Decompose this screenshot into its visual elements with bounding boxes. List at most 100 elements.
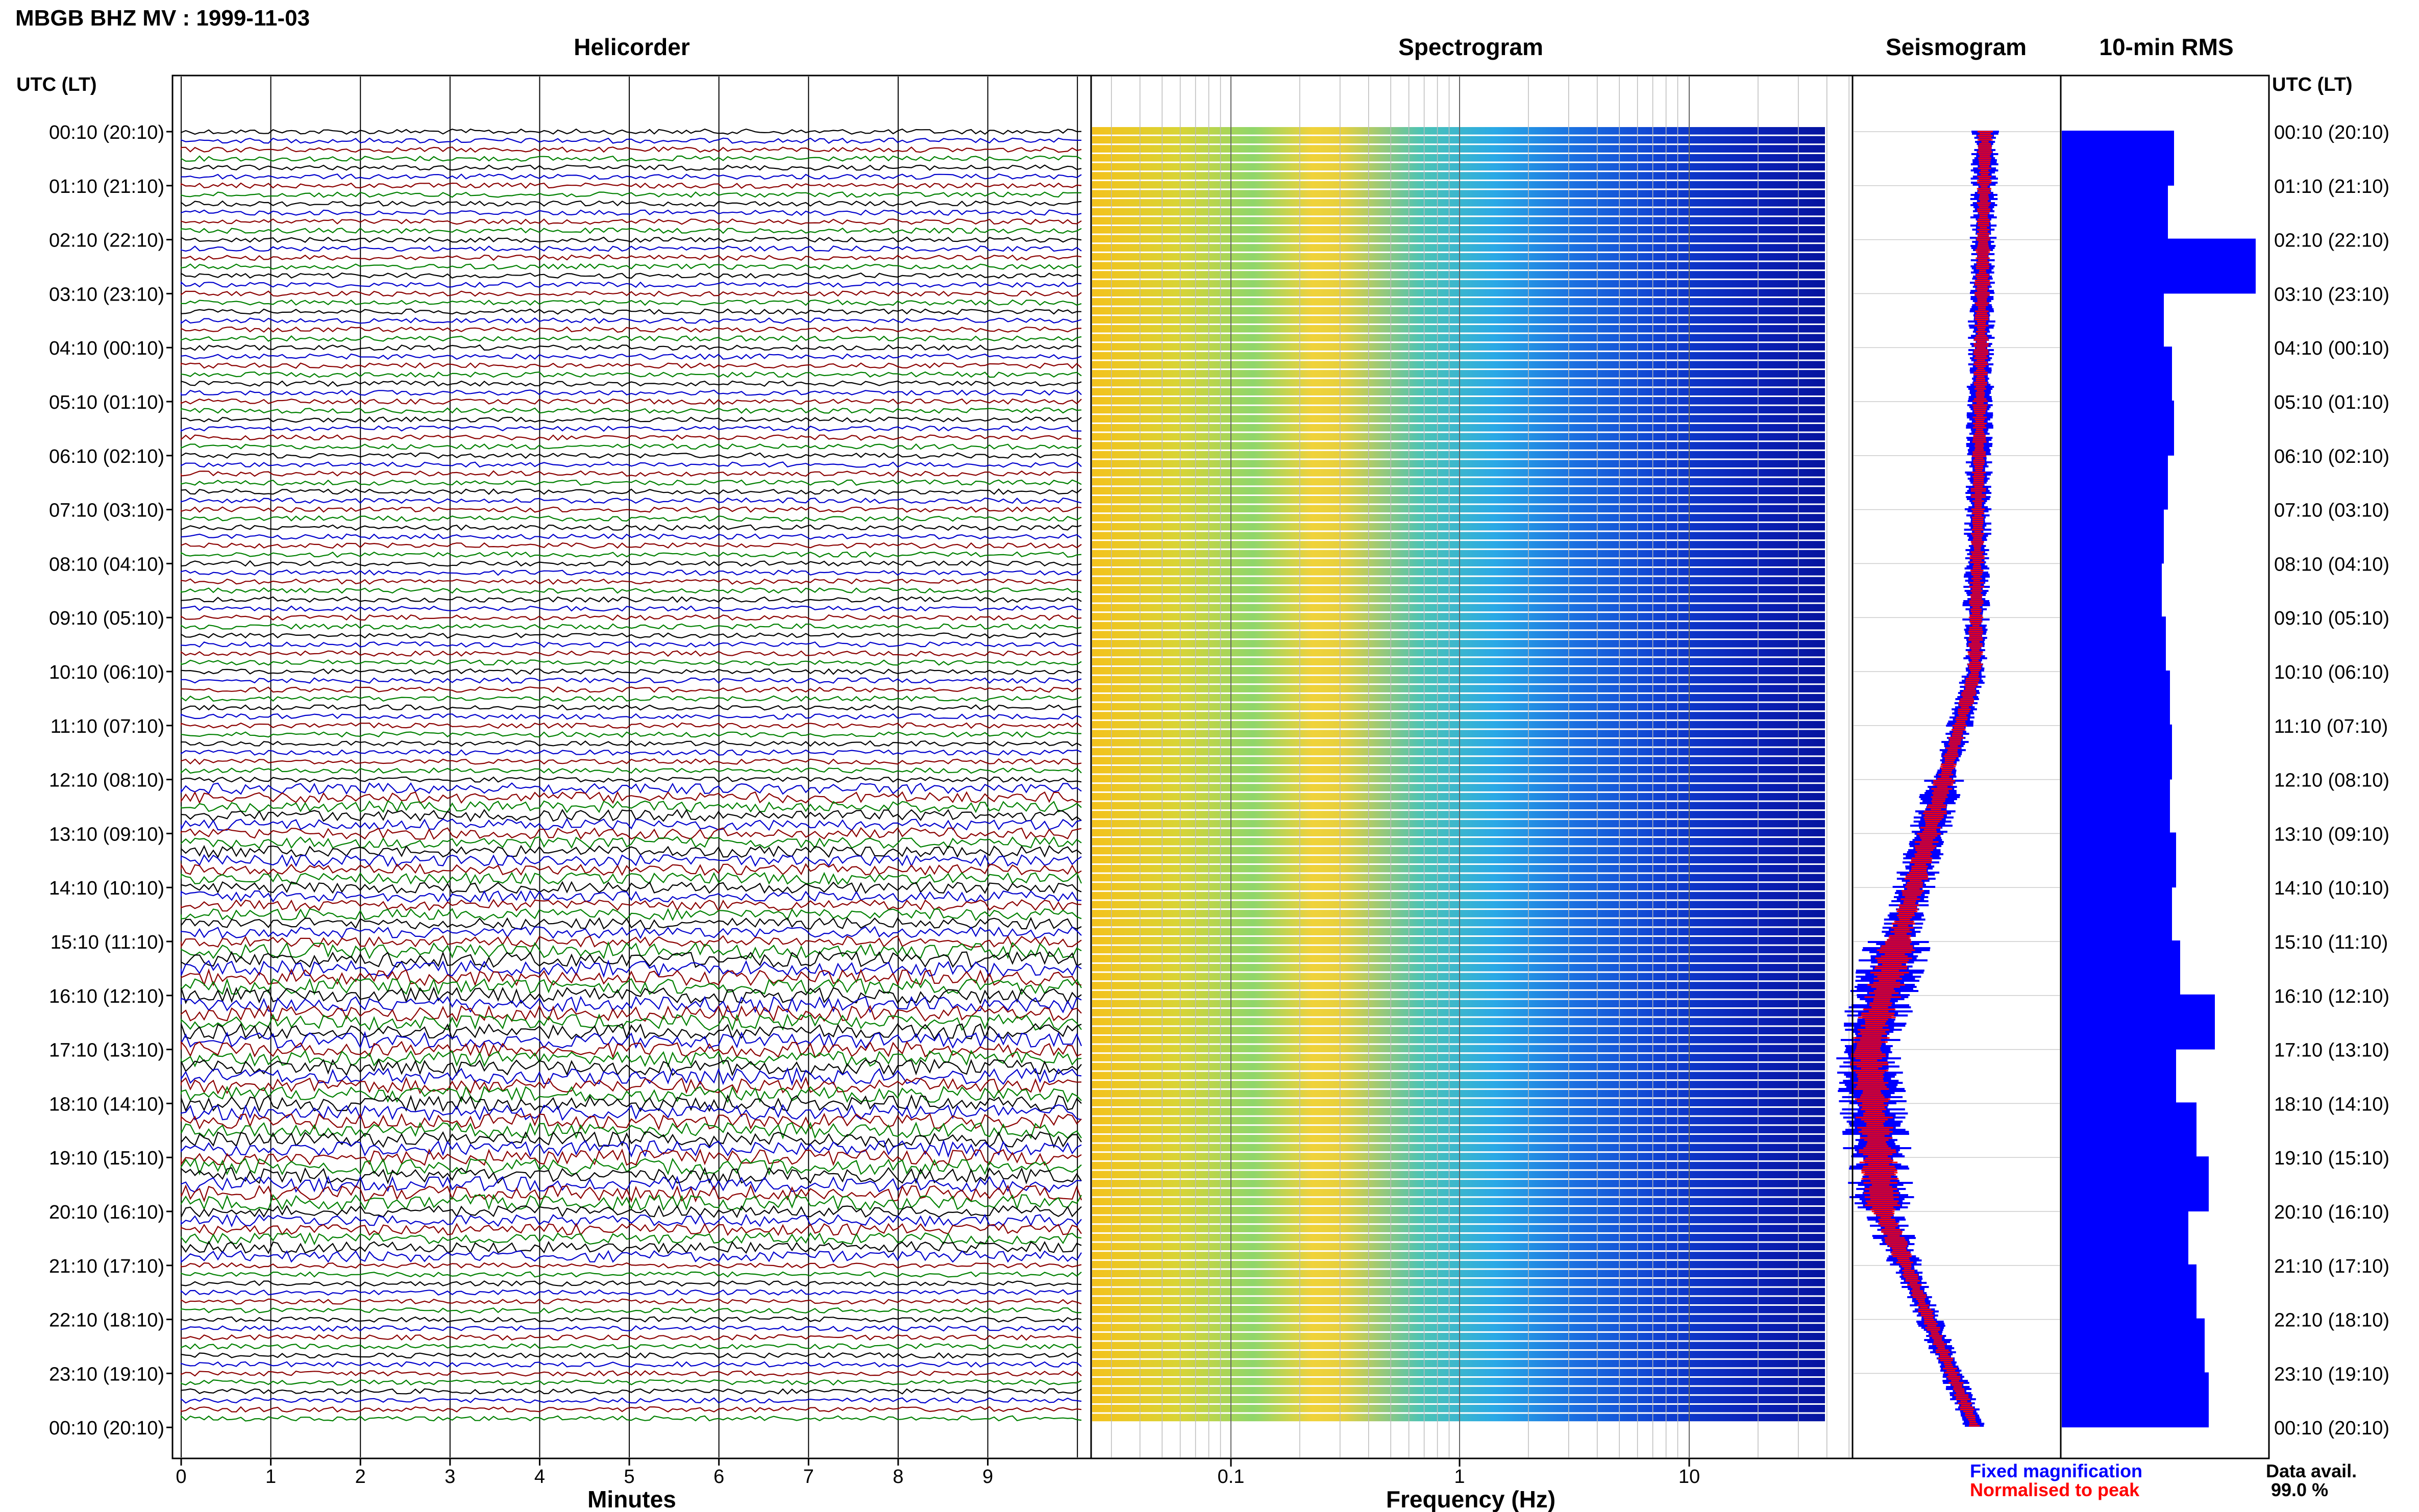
time-label-left: 07:10 (03:10) — [49, 500, 164, 522]
data-availability-label: Data avail. — [2266, 1460, 2357, 1481]
spectrogram-strip — [1092, 1009, 1825, 1017]
helicorder-trace — [180, 317, 1082, 325]
spectrogram-strip — [1092, 1126, 1825, 1133]
spectrogram-strip — [1092, 541, 1825, 549]
spectrogram-strip — [1092, 928, 1825, 935]
spectrogram-strip — [1092, 1315, 1825, 1323]
rms-bar — [2062, 1210, 2188, 1266]
time-label-left: 02:10 (22:10) — [49, 230, 164, 252]
helicorder-trace — [180, 1031, 1082, 1049]
rms-bar — [2062, 886, 2172, 941]
helicorder-trace — [180, 1388, 1082, 1395]
time-label-left: 01:10 (21:10) — [49, 176, 164, 197]
helicorder-trace — [180, 1205, 1082, 1219]
spectrogram-strip — [1092, 1018, 1825, 1026]
rms-bar — [2062, 184, 2168, 240]
freq-tick-label: 10 — [1679, 1466, 1700, 1488]
helicorder-trace — [180, 1040, 1082, 1059]
spectrogram-strip — [1092, 505, 1825, 513]
spectrogram-strip — [1092, 361, 1825, 369]
spectrogram-strip — [1092, 1207, 1825, 1214]
helicorder-trace — [180, 978, 1082, 996]
spectrogram-strip — [1092, 1378, 1825, 1385]
spectrogram-strip — [1092, 154, 1825, 162]
helicorder-trace — [180, 632, 1082, 639]
spectrogram-strip — [1092, 891, 1825, 900]
spectrogram-strip — [1092, 649, 1825, 657]
helicorder-trace — [180, 1361, 1082, 1368]
helicorder-trace — [180, 1397, 1082, 1404]
minute-tick-label: 3 — [445, 1466, 455, 1488]
spectrogram-strip — [1092, 199, 1825, 207]
spectrogram-strip — [1092, 1279, 1825, 1286]
spectrogram-strip — [1092, 1386, 1825, 1395]
helicorder-trace — [180, 959, 1082, 978]
freq-tick-label: 1 — [1454, 1466, 1465, 1488]
helicorder-trace — [180, 1352, 1082, 1359]
helicorder-trace — [180, 191, 1082, 198]
helicorder-trace — [180, 596, 1082, 603]
spectrogram-strip — [1092, 757, 1825, 764]
rms-title: 10-min RMS — [2099, 34, 2233, 60]
helicorder-trace — [180, 782, 1082, 795]
spectrogram-strip — [1092, 1198, 1825, 1205]
spectrogram-strip — [1092, 1359, 1825, 1368]
helicorder-trace — [180, 344, 1082, 351]
minute-tick-label: 0 — [176, 1466, 186, 1488]
helicorder-trace — [180, 173, 1082, 180]
helicorder-trace — [180, 791, 1082, 804]
helicorder-trace — [180, 872, 1082, 885]
time-label-left: 00:10 (20:10) — [49, 122, 164, 143]
spectrogram-strip — [1092, 963, 1825, 972]
time-label-right: 00:10 (20:10) — [2274, 122, 2389, 143]
rms-bar — [2062, 292, 2164, 348]
spectrogram-strip — [1092, 334, 1825, 342]
spectrogram-strip — [1092, 514, 1825, 522]
spectrogram-strip — [1092, 226, 1825, 234]
helicorder-trace — [180, 569, 1082, 576]
helicorder-trace — [180, 704, 1082, 711]
helicorder-trace — [180, 800, 1082, 813]
helicorder-trace — [180, 731, 1081, 738]
time-label-left: 13:10 (09:10) — [49, 824, 164, 845]
helicorder-trace — [180, 758, 1082, 765]
spectrogram-strip — [1092, 847, 1825, 855]
minute-tick-label: 4 — [534, 1466, 545, 1488]
spectrogram-strip — [1092, 487, 1825, 494]
spectrogram-strip — [1092, 280, 1825, 288]
spectrogram-strip — [1092, 1216, 1825, 1224]
rms-bar — [2062, 940, 2180, 996]
spectrogram-strip — [1092, 1342, 1825, 1350]
helicorder-trace — [180, 182, 1082, 189]
helicorder-trace — [180, 767, 1082, 774]
rms-bar — [2062, 724, 2172, 780]
spectrogram-strip — [1092, 1099, 1825, 1107]
helicorder-trace — [180, 1343, 1082, 1350]
helicorder-trace — [180, 749, 1082, 756]
helicorder-trace — [180, 1094, 1082, 1112]
minute-tick-label: 1 — [265, 1466, 276, 1488]
helicorder-trace — [180, 281, 1082, 288]
spectrogram-strip — [1092, 424, 1825, 432]
rms-bar — [2062, 1264, 2196, 1320]
spectrogram-strip — [1092, 712, 1825, 720]
spectrogram-strip — [1092, 864, 1825, 873]
spectrogram-strip — [1092, 442, 1825, 450]
helicorder-trace — [180, 371, 1082, 378]
spectrogram-strip — [1092, 693, 1825, 702]
seismogram-title: Seismogram — [1886, 34, 2027, 60]
helicorder-trace — [180, 353, 1082, 360]
time-label-left: 22:10 (18:10) — [49, 1310, 164, 1331]
helicorder-trace — [180, 668, 1082, 675]
minute-tick-label: 9 — [982, 1466, 993, 1488]
helicorder-trace — [180, 416, 1082, 423]
spectrogram-strip — [1092, 550, 1825, 558]
spectrogram-strip — [1092, 982, 1825, 989]
spectrogram-strip — [1092, 1324, 1825, 1331]
helicorder-trace — [180, 470, 1081, 477]
helicorder-trace — [180, 209, 1082, 216]
helicorder-trace — [180, 845, 1082, 858]
spectrogram-strip — [1092, 1000, 1825, 1008]
spectrogram-strip — [1092, 955, 1825, 962]
helicorder-trace — [180, 398, 1082, 405]
